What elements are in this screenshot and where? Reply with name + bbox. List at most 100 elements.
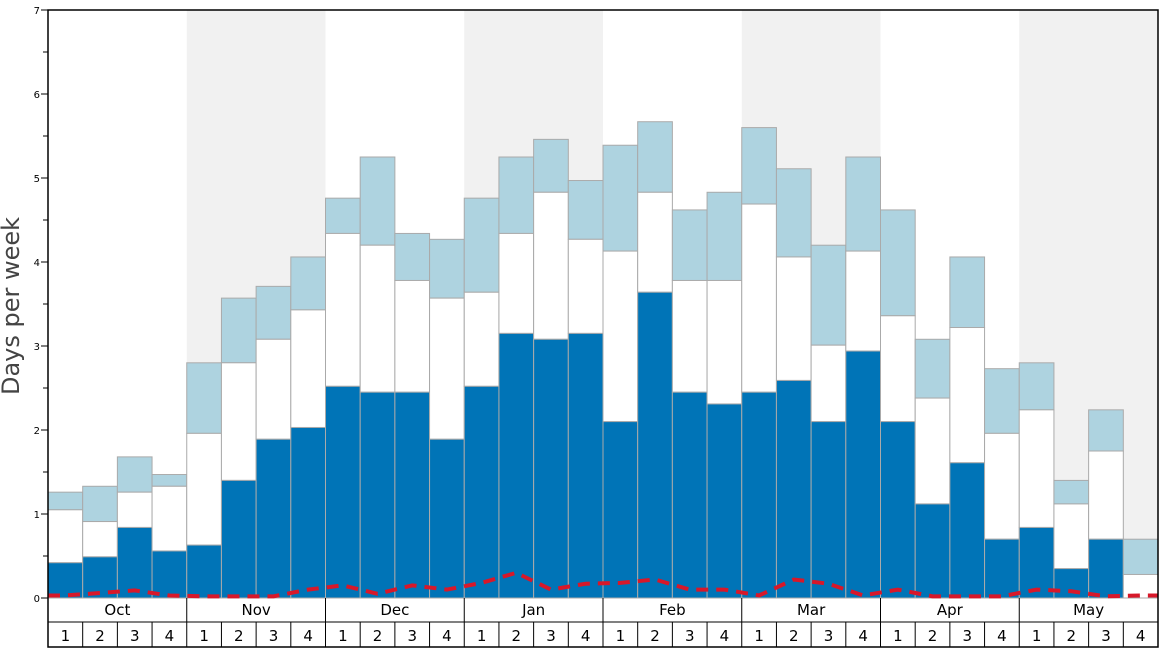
y-tick-label: 3 [34, 342, 40, 353]
week-label: 2 [234, 627, 244, 645]
week-label: 3 [546, 627, 556, 645]
week-label: 2 [512, 627, 522, 645]
bar-bottom [637, 291, 673, 599]
y-axis-label: Days per week [0, 217, 25, 395]
bar-bottom [706, 403, 743, 599]
week-label: 3 [824, 627, 834, 645]
week-label: 3 [407, 627, 417, 645]
bar-bottom [186, 544, 222, 599]
week-label: 1 [199, 627, 209, 645]
bar-middle [1053, 503, 1090, 570]
bar-top [394, 232, 431, 281]
y-axis: 0 1 2 3 4 5 6 7 [34, 6, 48, 605]
bar-middle [47, 509, 84, 564]
bar-top [602, 144, 639, 252]
week-label: 4 [581, 627, 591, 645]
bar-top [845, 156, 881, 252]
bar-top [325, 197, 361, 234]
bar-bottom [671, 391, 708, 599]
week-label: 4 [442, 627, 452, 645]
week-label: 4 [720, 627, 730, 645]
bar-middle [671, 279, 708, 393]
bar-middle [1088, 450, 1124, 540]
bar-bottom [255, 438, 292, 599]
bar-bottom [325, 385, 361, 599]
bar-top [151, 474, 188, 487]
bar-middle [741, 203, 777, 393]
bar-top [1122, 538, 1159, 575]
week-label: 4 [1136, 627, 1146, 645]
week-label: 4 [858, 627, 868, 645]
month-label-may: May [1073, 601, 1104, 619]
bar-middle [775, 256, 812, 381]
y-tick-label: 1 [34, 510, 40, 521]
bar-middle [810, 344, 847, 423]
week-label: 2 [789, 627, 799, 645]
bar-middle [880, 315, 916, 423]
bar-middle [116, 491, 153, 528]
bar-top [984, 368, 1020, 434]
week-label: 4 [997, 627, 1007, 645]
bar-middle [151, 485, 188, 552]
month-label-feb: Feb [659, 601, 686, 619]
week-label: 4 [165, 627, 175, 645]
y-tick-label: 7 [34, 6, 40, 17]
bar-bottom [498, 332, 535, 599]
bar-bottom [567, 332, 604, 599]
bar-top [671, 209, 708, 281]
bar-bottom [1018, 526, 1055, 599]
bar-top [186, 362, 222, 434]
bar-top [255, 285, 292, 340]
bar-middle [255, 338, 292, 440]
bar-top [880, 209, 916, 317]
bar-bottom [290, 426, 326, 599]
bar-middle [359, 244, 396, 393]
bar-middle [914, 397, 951, 505]
bar-middle [290, 309, 326, 428]
bar-middle [325, 232, 361, 387]
bar-top [1053, 479, 1090, 505]
x-axis: Oct Nov Dec Jan Feb Mar Apr May 1 2 3 4 1 2 3 4 1 2 3 4 1 2 3 4… [48, 598, 1158, 647]
bar-middle [637, 191, 673, 293]
y-tick-label: 5 [34, 174, 40, 185]
week-label: 1 [893, 627, 903, 645]
week-label: 2 [373, 627, 383, 645]
bar-top [498, 156, 535, 234]
bar-middle [706, 279, 743, 405]
bar-bottom [741, 391, 777, 599]
week-label: 4 [303, 627, 313, 645]
y-tick-label: 6 [34, 90, 40, 101]
bar-middle [602, 250, 639, 423]
week-label: 1 [61, 627, 71, 645]
week-label: 1 [477, 627, 487, 645]
bar-top [1018, 362, 1055, 411]
bar-middle [429, 297, 465, 440]
month-label-nov: Nov [241, 601, 270, 619]
y-tick-label: 0 [34, 594, 40, 605]
bar-middle [394, 279, 431, 393]
bar-top [429, 238, 465, 299]
month-label-dec: Dec [380, 601, 409, 619]
bar-bottom [359, 391, 396, 599]
bar-bottom [880, 421, 916, 599]
bar-top [706, 191, 743, 281]
bar-bottom [602, 421, 639, 599]
bar-bottom [775, 379, 812, 599]
bar-bottom [810, 421, 847, 599]
week-label: 3 [685, 627, 695, 645]
week-label: 2 [95, 627, 105, 645]
series-line [48, 570, 1158, 599]
bar-middle [1018, 409, 1055, 528]
bar-bottom [220, 479, 257, 599]
month-label-oct: Oct [104, 601, 130, 619]
month-label-mar: Mar [797, 601, 826, 619]
week-label: 1 [338, 627, 348, 645]
bar-top [463, 197, 500, 293]
bar-bottom [1053, 568, 1090, 599]
month-label-jan: Jan [521, 601, 545, 619]
week-label: 3 [962, 627, 972, 645]
bar-bottom [429, 438, 465, 599]
bar-middle [949, 327, 986, 464]
bar-top [82, 485, 118, 523]
bar-bottom [845, 350, 881, 599]
